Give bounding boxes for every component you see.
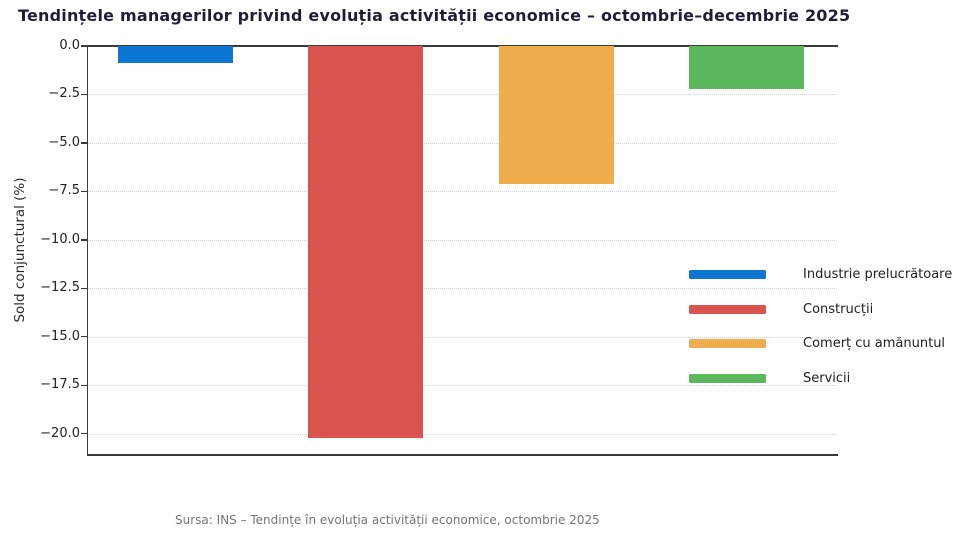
gridline — [88, 191, 837, 193]
x-axis-bottom-spine — [88, 454, 838, 456]
bar-comert-cu-amanuntul — [498, 46, 614, 184]
y-tick-mark — [81, 384, 88, 386]
gridline — [88, 142, 837, 144]
y-tick-mark — [81, 287, 88, 289]
gridline — [88, 239, 837, 241]
y-tick-label: −7.5 — [48, 183, 80, 199]
chart-title: Tendințele managerilor privind evoluția … — [18, 6, 851, 25]
legend-swatch — [689, 373, 766, 383]
bar-servicii — [688, 46, 804, 89]
y-tick-mark — [81, 45, 88, 47]
y-axis-spine — [86, 45, 89, 456]
y-tick-label: −20.0 — [40, 425, 80, 441]
legend-label: Servicii — [803, 370, 851, 386]
y-tick-mark — [81, 93, 88, 96]
legend-item-servicii: Servicii — [689, 361, 952, 396]
gridline — [88, 94, 837, 96]
gridline — [88, 288, 837, 290]
y-tick-label: −12.5 — [40, 280, 80, 296]
legend-item-comert-cu-amanuntul: Comerț cu amănuntul — [689, 326, 952, 361]
y-tick-label: −15.0 — [40, 328, 80, 344]
legend-swatch — [689, 304, 766, 314]
y-tick-mark — [81, 336, 88, 338]
plot-area — [88, 46, 837, 455]
legend-item-industrie-prelucratoare: Industrie prelucrătoare — [689, 257, 952, 292]
gridline — [88, 336, 837, 338]
y-tick-label: −5.0 — [48, 134, 80, 150]
source-note: Sursa: INS – Tendințe în evoluția activi… — [175, 513, 600, 527]
legend-item-constructii: Construcții — [689, 292, 952, 327]
y-tick-mark — [81, 142, 88, 144]
y-tick-label: −10.0 — [40, 231, 80, 247]
bar-constructii — [308, 46, 424, 438]
y-tick-label: −17.5 — [40, 377, 80, 393]
x-axis-zero-line — [88, 45, 838, 47]
legend-label: Construcții — [803, 301, 874, 317]
y-tick-label: 0.0 — [59, 38, 80, 53]
legend: Industrie prelucrătoare Construcții Comerț… — [689, 257, 952, 396]
y-tick-mark — [81, 432, 88, 435]
legend-swatch — [689, 269, 766, 279]
gridline — [88, 385, 837, 387]
gridline — [88, 433, 837, 435]
bar-industrie-prelucratoare — [118, 46, 233, 64]
legend-swatch — [689, 339, 766, 349]
y-tick-mark — [81, 239, 88, 241]
legend-label: Comerț cu amănuntul — [803, 336, 946, 352]
y-tick-mark — [81, 190, 88, 193]
y-tick-label: −2.5 — [48, 86, 80, 102]
legend-label: Industrie prelucrătoare — [803, 266, 953, 282]
